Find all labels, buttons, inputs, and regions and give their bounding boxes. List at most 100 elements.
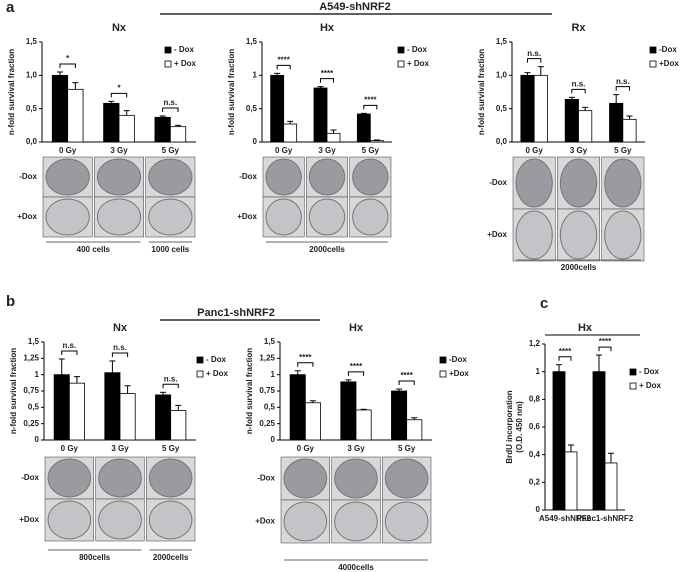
bar	[340, 381, 357, 441]
y-tick-label: 1,25	[259, 353, 275, 362]
bar	[533, 74, 548, 143]
chart-title: Rx	[571, 22, 586, 34]
y-tick-label: 1,0	[496, 70, 508, 79]
legend-swatch	[196, 370, 204, 378]
y-axis-label: (O.D. 450 nm)	[515, 401, 524, 453]
significance-label: ****	[277, 55, 290, 64]
y-axis-label: BrdU incorporation	[505, 390, 514, 463]
bar	[564, 98, 579, 143]
legend-label: + Dox	[407, 59, 430, 68]
significance-label: ****	[400, 371, 413, 380]
legend-label: +Dox	[449, 369, 469, 378]
y-tick-label: 0,2	[529, 477, 541, 486]
significance-label: ****	[599, 337, 612, 346]
significance-label: *	[66, 54, 70, 63]
y-tick-label: 1,0	[26, 70, 38, 79]
row-label: -Dox	[19, 172, 37, 181]
significance-bracket	[276, 64, 291, 70]
legend-swatch	[649, 60, 657, 68]
bar	[67, 88, 84, 143]
y-tick-label: 0	[536, 505, 541, 514]
x-tick-label: 3 Gy	[110, 146, 128, 155]
row-label: +Dox	[487, 230, 507, 239]
chart-title: Hx	[320, 22, 335, 34]
significance-label: ****	[299, 353, 312, 362]
y-tick-label: 0,6	[529, 422, 541, 431]
y-tick-label: 1,5	[264, 337, 276, 346]
significance-label: n.s.	[572, 79, 586, 88]
significance-label: ****	[559, 347, 572, 356]
x-tick-label: 3 Gy	[111, 444, 129, 453]
y-axis-label: n-fold survival fraction	[227, 49, 236, 135]
bar	[313, 87, 328, 143]
bar	[369, 140, 384, 143]
bar	[118, 114, 135, 143]
legend-swatch	[649, 46, 657, 54]
chart-title: Hx	[578, 322, 593, 334]
x-tick-label: 5 Gy	[162, 444, 180, 453]
significance-label: ****	[321, 69, 334, 78]
bar	[289, 374, 306, 441]
dish	[559, 158, 598, 208]
dish	[352, 158, 389, 196]
row-label: -Dox	[21, 473, 39, 482]
x-tick-label: 5 Gy	[398, 444, 416, 453]
chart-title: Nx	[113, 322, 128, 334]
dish	[283, 501, 328, 542]
y-tick-label: 1,5	[496, 37, 508, 46]
dish	[352, 198, 389, 236]
bar	[391, 390, 408, 441]
y-tick-label: 1	[271, 370, 276, 379]
legend-swatch	[629, 382, 637, 390]
significance-bracket	[110, 92, 128, 98]
bar	[356, 113, 371, 143]
significance-bracket	[615, 86, 630, 91]
dish	[47, 458, 92, 498]
y-tick-label: 1,2	[529, 339, 541, 348]
bar	[604, 462, 618, 511]
y-tick-label: 0,5	[26, 104, 38, 113]
significance-bracket	[162, 383, 179, 389]
bar	[104, 372, 121, 441]
legend-swatch	[164, 60, 172, 68]
x-tick-label: 0 Gy	[525, 146, 543, 155]
y-tick-label: 0,4	[529, 450, 541, 459]
bar	[552, 371, 566, 511]
significance-bracket	[59, 63, 76, 68]
row-label: +Dox	[255, 517, 275, 526]
legend-swatch	[164, 46, 172, 54]
y-axis-label: n-fold survival fraction	[9, 348, 18, 434]
significance-label: n.s.	[62, 341, 76, 350]
y-tick-label: 0,5	[264, 402, 276, 411]
x-tick-label: 3 Gy	[347, 444, 365, 453]
dish	[334, 501, 378, 542]
bar	[592, 371, 606, 511]
chart-title: Hx	[349, 322, 364, 334]
row-label: +Dox	[17, 212, 37, 221]
bar	[609, 102, 624, 143]
bar	[68, 382, 85, 441]
bar	[103, 102, 120, 143]
dish	[98, 458, 142, 498]
y-tick-label: 0	[271, 435, 276, 444]
dish	[308, 158, 346, 196]
y-tick-label: 1,5	[246, 37, 258, 46]
row-label: -Dox	[239, 172, 257, 181]
y-axis-label: n-fold survival fraction	[477, 49, 486, 135]
y-tick-label: 1	[536, 367, 541, 376]
significance-bracket	[61, 350, 78, 355]
group-title: A549-shNRF2	[319, 1, 391, 13]
significance-label: n.s.	[527, 49, 541, 58]
dish	[604, 158, 642, 208]
chart-title: Nx	[112, 22, 127, 34]
row-label: -Dox	[257, 474, 275, 483]
dish-note: 4000cells	[338, 563, 374, 572]
dish	[98, 500, 142, 540]
legend-swatch	[397, 60, 405, 68]
dish	[265, 158, 302, 196]
dish	[148, 500, 193, 540]
y-tick-label: 0,5	[28, 402, 40, 411]
bar	[304, 402, 321, 441]
legend-swatch	[439, 370, 447, 378]
dish	[515, 210, 553, 260]
